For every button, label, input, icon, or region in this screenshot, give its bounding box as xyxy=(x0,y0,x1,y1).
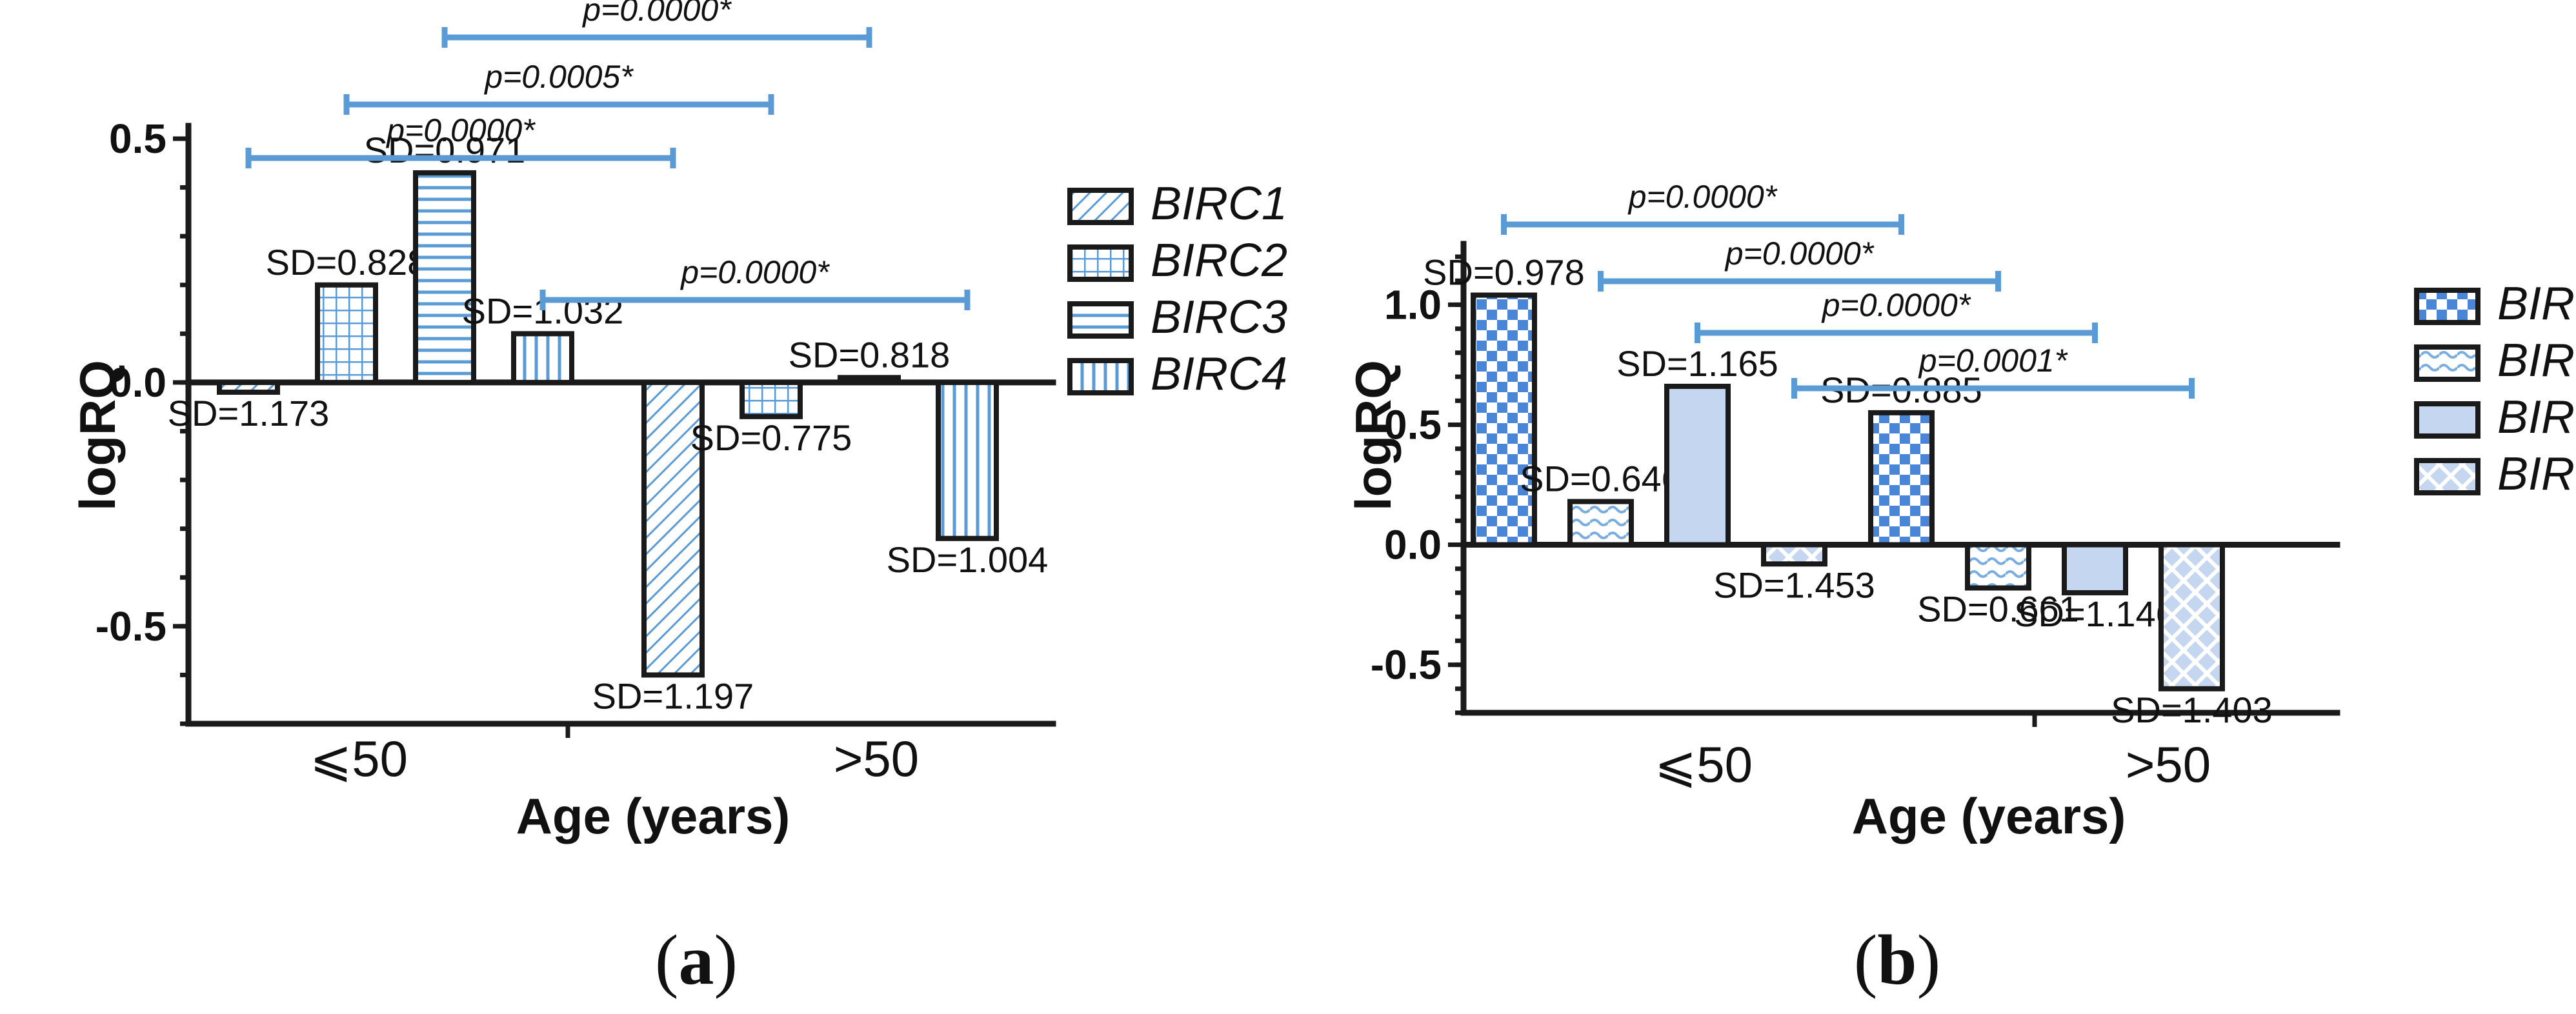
bar-birc6 xyxy=(1965,542,2031,591)
bar-birc5 xyxy=(1868,410,1935,548)
chart-panel-a: logRQ Age (years) (a) 0.5 0.0 -0.5 ⩽50 >50 SD… xyxy=(69,0,1287,999)
legend-label-birc3: BIRC3 xyxy=(1151,292,1287,343)
x-category-label-a: ⩽50 xyxy=(310,730,408,787)
legend-label-birc2: BIRC2 xyxy=(1151,235,1287,286)
bar-birc6 xyxy=(1567,499,1634,548)
legend-label-birc6: BIRC6 xyxy=(2497,335,2576,386)
legend-label-birc7: BIRC7 xyxy=(2497,392,2576,443)
significance-bracket xyxy=(343,94,774,115)
bar-birc8 xyxy=(2158,542,2225,691)
legend-swatch-birc4 xyxy=(1067,358,1134,395)
bar-birc7 xyxy=(2062,542,2128,595)
legend-swatch-birc7 xyxy=(2414,401,2480,439)
sd-label: SD=1.197 xyxy=(592,675,754,716)
legend-swatch-birc3 xyxy=(1067,301,1134,339)
p-value-label: p=0.0000* xyxy=(385,112,536,148)
legend-label-birc8: BIRC8 xyxy=(2497,448,2576,500)
y-tick-label-a: 0.0 xyxy=(109,359,166,406)
sd-label: SD=0.971 xyxy=(364,130,526,170)
bar-birc4 xyxy=(936,379,999,541)
sd-label: SD=0.646 xyxy=(1520,459,1682,499)
bar-birc5 xyxy=(1471,292,1537,548)
y-tick-label-a: 0.5 xyxy=(109,115,166,162)
y-tick-label-b: 1.0 xyxy=(1384,281,1442,328)
x-axis-title-a: Age (years) xyxy=(516,788,790,844)
bar-birc1 xyxy=(217,379,280,395)
sd-label: SD=1.403 xyxy=(2111,690,2273,730)
x-category-label-a: >50 xyxy=(834,730,919,787)
legend-label-birc1: BIRC1 xyxy=(1151,178,1287,230)
legend-label-birc5: BIRC5 xyxy=(2497,278,2576,330)
sd-label: SD=1.453 xyxy=(1713,564,1875,605)
sd-label: SD=0.978 xyxy=(1423,252,1585,293)
p-value-label: p=0.0000* xyxy=(1627,179,1778,215)
p-value-label: p=0.0005* xyxy=(483,59,634,95)
x-category-label-b: >50 xyxy=(2126,736,2211,793)
legend-swatch-birc1 xyxy=(1067,188,1134,225)
bar-birc4 xyxy=(511,331,574,385)
legend-swatch-birc2 xyxy=(1067,244,1134,282)
legend-swatch-birc5 xyxy=(2414,288,2480,325)
bar-birc2 xyxy=(315,282,378,385)
p-value-label: p=0.0000* xyxy=(1821,287,1971,323)
bar-birc8 xyxy=(1761,542,1827,567)
sd-label: SD=1.165 xyxy=(1616,343,1778,384)
sd-label: SD=0.661 xyxy=(1917,589,2079,630)
bar-birc3 xyxy=(838,375,901,385)
sd-label: SD=1.173 xyxy=(168,393,330,433)
legend-swatch-birc8 xyxy=(2414,458,2480,495)
bar-birc3 xyxy=(413,170,476,385)
bar-birc7 xyxy=(1664,383,1731,548)
sd-label: SD=0.818 xyxy=(789,334,951,375)
y-axis-title-a: logRQ xyxy=(69,360,126,511)
p-value-label: p=0.0000* xyxy=(679,254,830,290)
y-tick-label-a: -0.5 xyxy=(96,603,166,650)
sd-label: SD=1.004 xyxy=(887,539,1049,580)
bar-birc1 xyxy=(641,379,705,678)
significance-bracket xyxy=(1598,271,2001,292)
y-tick-label-b: -0.5 xyxy=(1371,642,1442,688)
chart-panel-b: logRQ Age (years) (b) 1.0 0.5 0.0 -0.5 ⩽50 >5… xyxy=(1345,179,2576,999)
significance-bracket xyxy=(1695,323,2098,343)
p-value-label: p=0.0001* xyxy=(1918,343,2068,379)
p-value-label: p=0.0000* xyxy=(581,0,732,28)
legend-swatch-birc6 xyxy=(2414,344,2480,382)
significance-bracket xyxy=(1791,378,2195,399)
sd-label: SD=0.828 xyxy=(266,242,428,283)
significance-bracket xyxy=(245,148,676,168)
bar-birc2 xyxy=(740,379,803,419)
y-axis-title-b: logRQ xyxy=(1345,360,1402,511)
x-axis-title-b: Age (years) xyxy=(1852,788,2126,844)
significance-bracket xyxy=(539,290,971,310)
y-tick-label-b: 0.5 xyxy=(1384,401,1442,448)
significance-bracket xyxy=(1501,214,1904,235)
sd-label: SD=0.775 xyxy=(690,417,852,458)
significance-bracket xyxy=(441,27,872,48)
sd-label: SD=1.146 xyxy=(2014,593,2176,634)
panel-label-b: (b) xyxy=(1854,920,1940,999)
legend-label-birc4: BIRC4 xyxy=(1151,348,1287,400)
y-tick-label-b: 0.0 xyxy=(1384,522,1442,568)
x-category-label-b: ⩽50 xyxy=(1655,736,1753,793)
panel-label-a: (a) xyxy=(655,920,738,999)
p-value-label: p=0.0000* xyxy=(1724,235,1875,272)
